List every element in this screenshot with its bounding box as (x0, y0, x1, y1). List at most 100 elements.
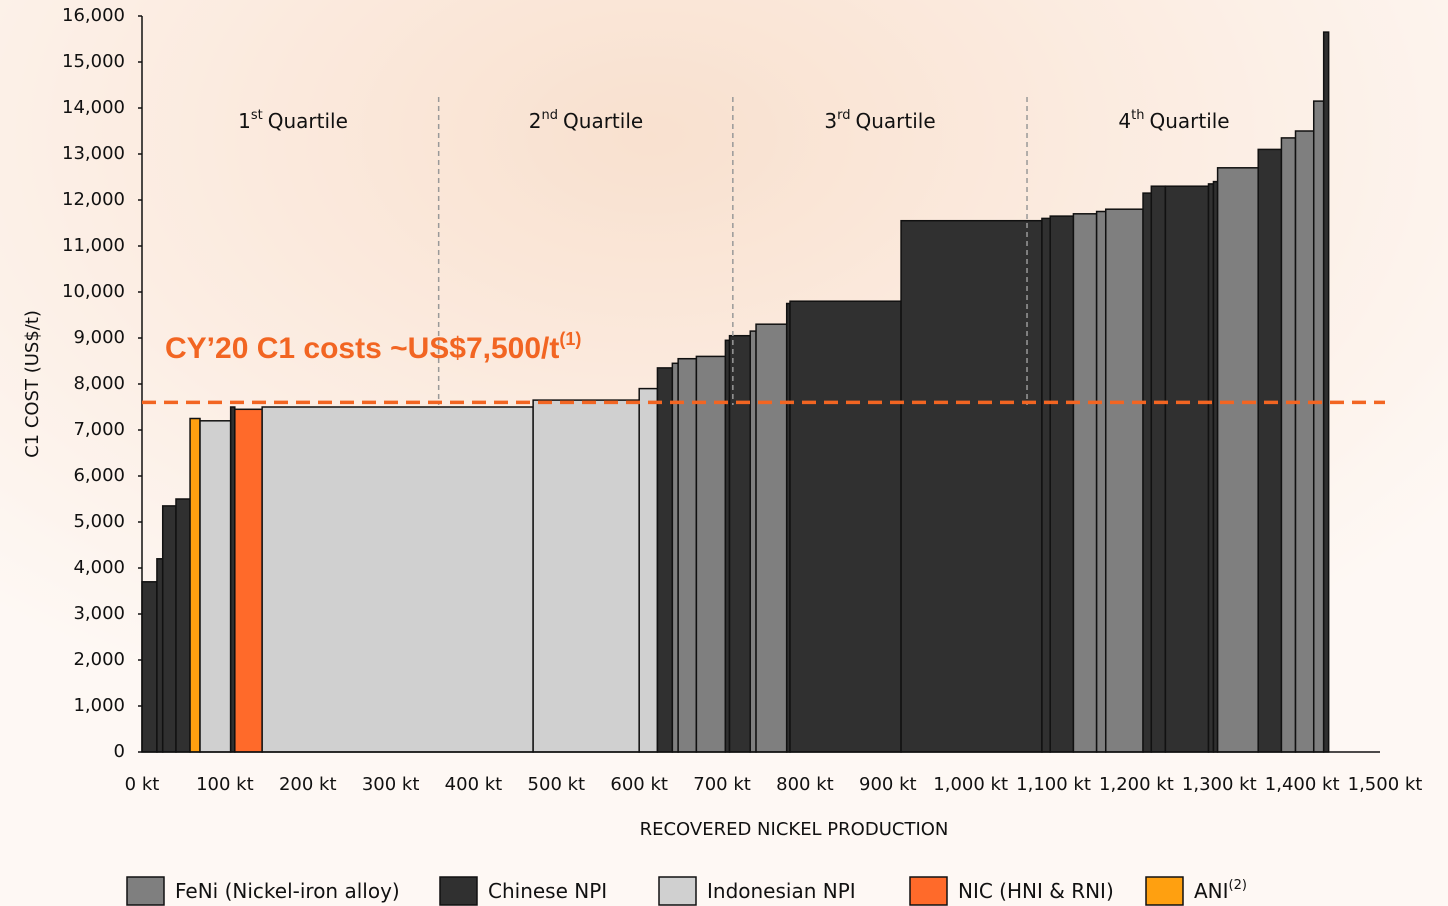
y-tick-label: 7,000 (73, 419, 125, 440)
quartile-sup: th (1131, 108, 1144, 123)
x-tick-label: 1,100 kt (1016, 774, 1091, 795)
bar (749, 330, 757, 753)
bar (199, 420, 232, 753)
x-tick-label: 1,300 kt (1182, 774, 1257, 795)
y-axis-title: C1 COST (US$/t) (22, 310, 43, 458)
legend-label: Chinese NPI (488, 879, 607, 903)
quartile-text: Quartile (855, 109, 935, 133)
bar (789, 300, 902, 753)
y-tick-label: 1,000 (73, 695, 125, 716)
legend-label: ANI(2) (1194, 878, 1247, 903)
quartile-sup: rd (837, 108, 850, 123)
legend-label: Indonesian NPI (707, 879, 856, 903)
x-tick-label: 1,500 kt (1348, 774, 1423, 795)
bar (1142, 192, 1153, 753)
bar (532, 399, 640, 753)
legend-label: FeNi (Nickel-iron alloy) (175, 879, 400, 903)
legend-swatch (909, 876, 948, 906)
bar (1312, 100, 1325, 753)
x-tick-label: 700 kt (693, 774, 751, 795)
bar (755, 323, 788, 753)
bar (695, 355, 727, 753)
legend-name: Chinese NPI (488, 879, 607, 903)
y-tick-label: 14,000 (62, 97, 125, 118)
x-tick-label: 400 kt (445, 774, 503, 795)
bar (141, 581, 158, 753)
quartile-number: 3 (824, 109, 837, 133)
quartile-sup: nd (542, 108, 559, 123)
y-tick-label: 4,000 (73, 557, 125, 578)
y-tick-label: 2,000 (73, 649, 125, 670)
x-axis-title: RECOVERED NICKEL PRODUCTION (640, 819, 949, 840)
bar (1257, 148, 1283, 753)
reference-label-sup: (1) (559, 329, 581, 349)
legend-name: Indonesian NPI (707, 879, 856, 903)
quartile-label: 3rd Quartile (824, 108, 935, 133)
quartile-text: Quartile (268, 109, 348, 133)
x-tick-label: 900 kt (859, 774, 917, 795)
bar (671, 362, 679, 753)
quartile-label: 1st Quartile (238, 108, 348, 133)
y-tick-label: 5,000 (73, 511, 125, 532)
quartile-label: 4th Quartile (1118, 108, 1229, 133)
x-tick-label: 1,400 kt (1265, 774, 1340, 795)
bar (234, 408, 263, 753)
bar (1150, 185, 1167, 753)
bar (638, 387, 659, 753)
legend-swatch (658, 876, 697, 906)
y-tick-label: 12,000 (62, 189, 125, 210)
bar (1104, 208, 1144, 753)
x-tick-label: 200 kt (279, 774, 337, 795)
bar (656, 367, 674, 753)
x-tick-label: 500 kt (528, 774, 586, 795)
bar (677, 357, 698, 753)
quartile-sup: st (251, 108, 263, 123)
bar (1164, 185, 1210, 753)
quartile-text: Quartile (563, 109, 643, 133)
x-tick-label: 100 kt (196, 774, 254, 795)
y-tick-label: 0 (114, 741, 125, 762)
quartile-number: 4 (1118, 109, 1131, 133)
bar (156, 558, 164, 753)
bar (1322, 31, 1330, 753)
bar (175, 498, 191, 753)
quartile-number: 1 (238, 109, 251, 133)
bar (1072, 213, 1098, 753)
x-tick-label: 1,000 kt (933, 774, 1008, 795)
legend-label: NIC (HNI & RNI) (958, 879, 1114, 903)
bar (1095, 210, 1107, 753)
bar (189, 417, 201, 753)
y-tick-label: 13,000 (62, 143, 125, 164)
reference-label-text: CY’20 C1 costs ~US$7,500/t (165, 332, 559, 365)
y-tick-label: 10,000 (62, 281, 125, 302)
y-tick-label: 3,000 (73, 603, 125, 624)
legend-swatch (1145, 876, 1184, 906)
reference-label: CY’20 C1 costs ~US$7,500/t(1) (165, 329, 581, 365)
x-tick-label: 600 kt (610, 774, 668, 795)
bar (1280, 137, 1297, 753)
quartile-text: Quartile (1149, 109, 1229, 133)
legend-name: FeNi (Nickel-iron alloy) (175, 879, 400, 903)
x-tick-label: 800 kt (776, 774, 834, 795)
y-tick-label: 8,000 (73, 373, 125, 394)
bar (261, 406, 534, 753)
bar (1041, 217, 1051, 753)
y-tick-label: 16,000 (62, 5, 125, 26)
x-tick-label: 1,200 kt (1099, 774, 1174, 795)
legend-swatch (439, 876, 478, 906)
y-tick-label: 9,000 (73, 327, 125, 348)
quartile-label: 2nd Quartile (529, 108, 643, 133)
bar (1216, 167, 1259, 753)
quartile-number: 2 (529, 109, 542, 133)
bar (1049, 215, 1075, 753)
legend-swatch (126, 876, 165, 906)
y-tick-label: 11,000 (62, 235, 125, 256)
legend-name: ANI (1194, 879, 1229, 903)
y-tick-label: 6,000 (73, 465, 125, 486)
bar (900, 219, 1043, 753)
y-tick-label: 15,000 (62, 51, 125, 72)
x-tick-label: 0 kt (125, 774, 160, 795)
bar (161, 505, 177, 753)
bar (1294, 130, 1315, 753)
